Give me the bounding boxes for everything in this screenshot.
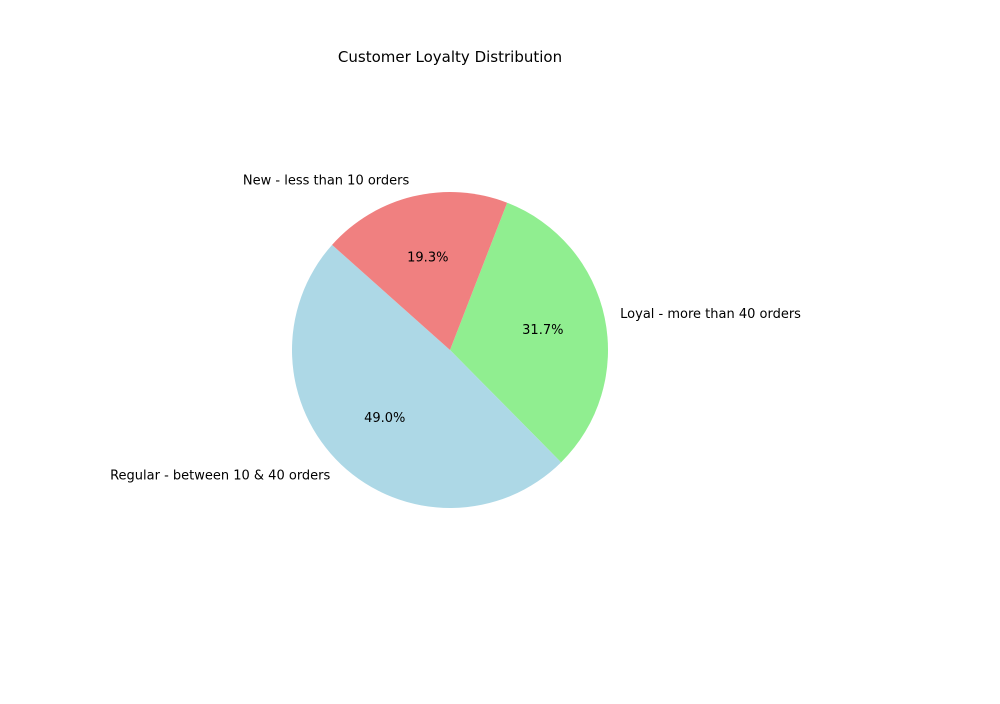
slice-label-2: New - less than 10 orders [243,174,410,189]
slice-pct-2: 19.3% [407,250,448,265]
slice-label-1: Regular - between 10 & 40 orders [110,469,330,484]
slice-pct-0: 31.7% [522,323,563,338]
slice-pct-1: 49.0% [364,411,405,426]
pie-slices [292,192,608,508]
slice-label-0: Loyal - more than 40 orders [620,307,801,322]
chart-title: Customer Loyalty Distribution [338,48,562,66]
